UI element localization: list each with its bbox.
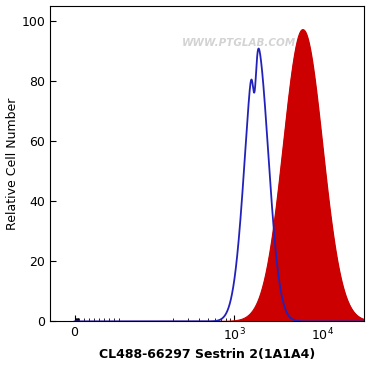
Y-axis label: Relative Cell Number: Relative Cell Number: [6, 97, 18, 230]
Text: WWW.PTGLAB.COM: WWW.PTGLAB.COM: [182, 39, 296, 48]
X-axis label: CL488-66297 Sestrin 2(1A1A4): CL488-66297 Sestrin 2(1A1A4): [99, 348, 315, 361]
